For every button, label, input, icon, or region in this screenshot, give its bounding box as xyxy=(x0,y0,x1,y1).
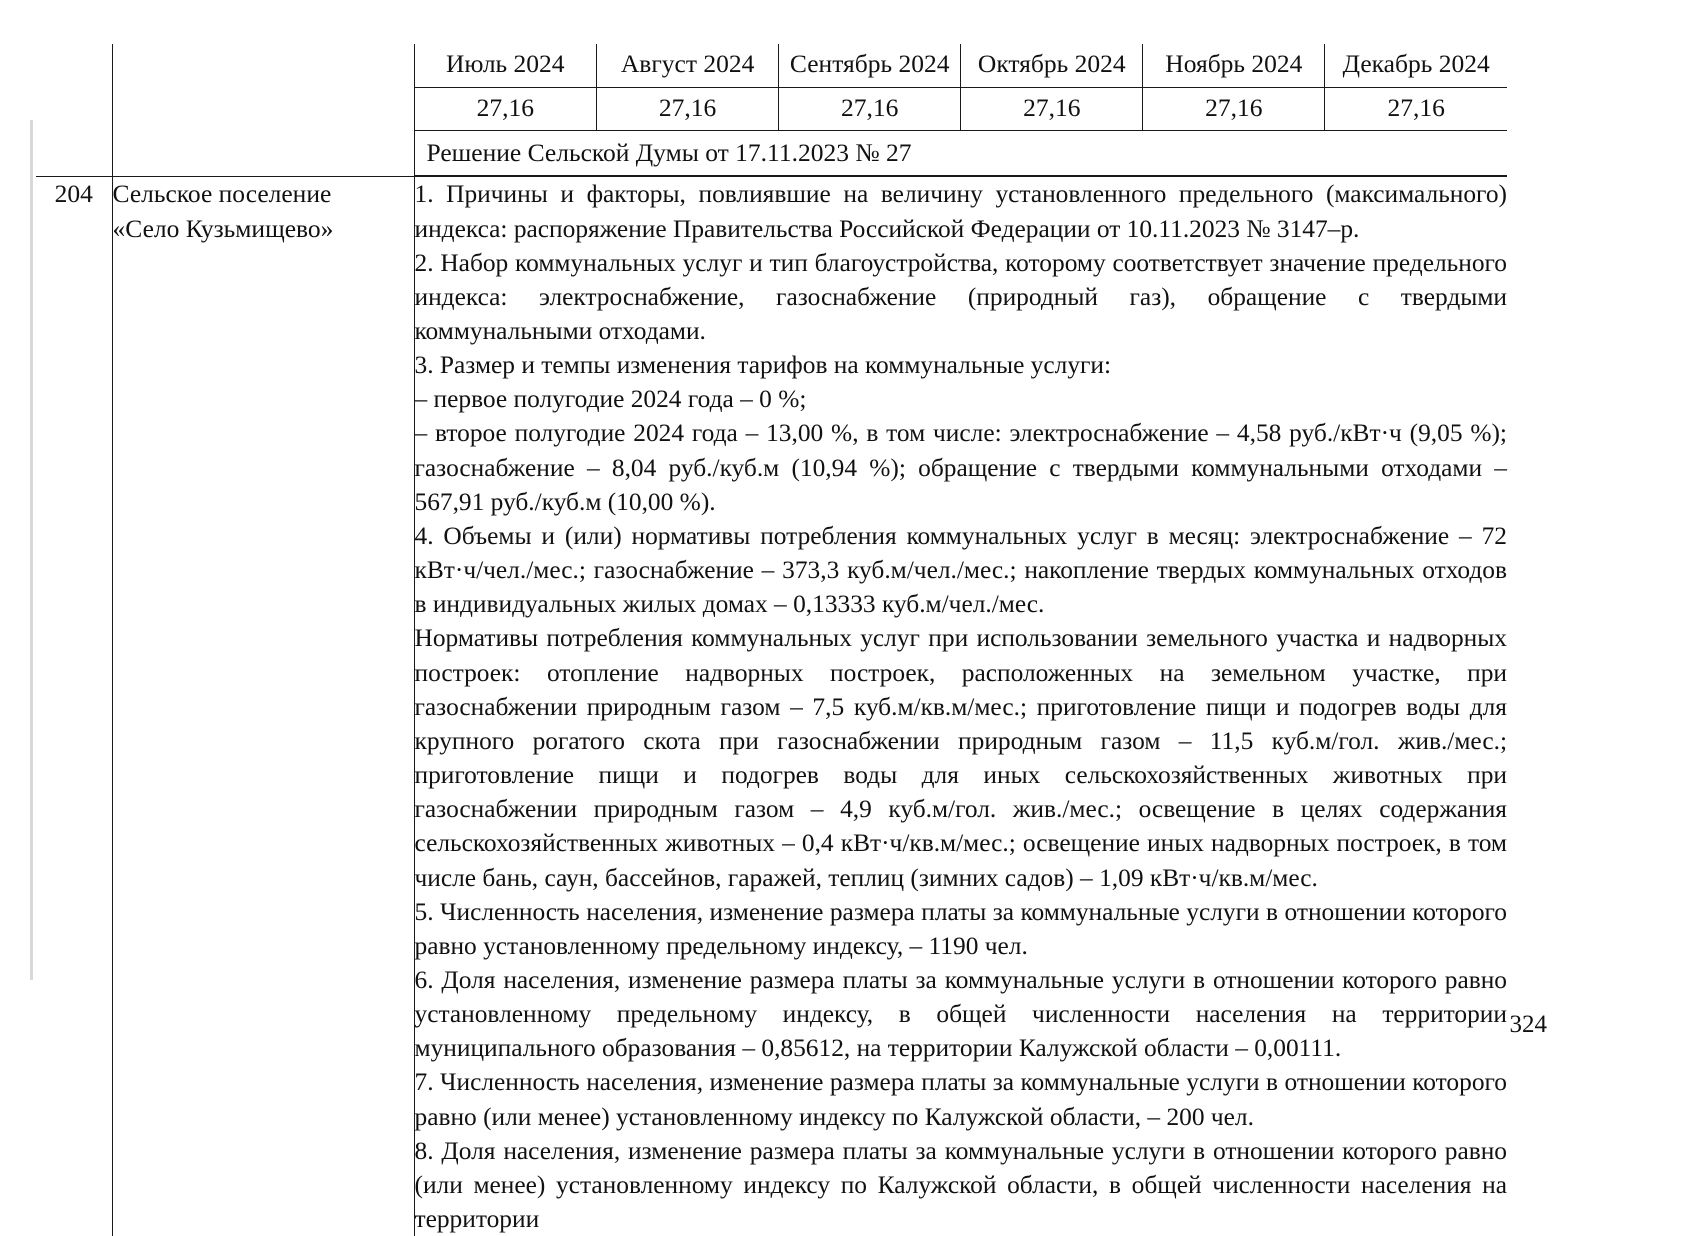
table-row: 204 Сельское поселение «Село Кузьмищево»… xyxy=(36,176,1508,1236)
paragraph-3-second-halfyear: – второе полугодие 2024 года – 13,00 %, … xyxy=(414,419,1508,516)
paragraph-8-population-share-region: 8. Доля населения, изменение размера пла… xyxy=(414,1136,1508,1234)
month-value-july: 27,16 xyxy=(414,86,598,131)
page-number: 324 xyxy=(1509,1011,1548,1038)
table-row: Июль 2024 Август 2024 Сентябрь 2024 Октя… xyxy=(36,44,1507,178)
paragraph-outbuildings-norms: Нормативы потребления коммунальных услуг… xyxy=(414,624,1508,892)
months-subtable: Июль 2024 Август 2024 Сентябрь 2024 Октя… xyxy=(414,44,1507,131)
tariff-index-table: Июль 2024 Август 2024 Сентябрь 2024 Октя… xyxy=(36,44,1507,1236)
month-header-september: Сентябрь 2024 xyxy=(778,44,962,88)
month-header-august: Август 2024 xyxy=(596,44,780,88)
month-value-september: 27,16 xyxy=(778,86,962,131)
decision-reference-line: Решение Сельской Думы от 17.11.2023 № 27 xyxy=(414,131,1507,177)
month-value-november: 27,16 xyxy=(1142,86,1326,131)
months-subtable-wrap: Июль 2024 Август 2024 Сентябрь 2024 Октя… xyxy=(414,44,1507,132)
settlement-name-line-2: «Село Кузьмищево» xyxy=(112,213,334,243)
paragraph-6-population-share: 6. Доля населения, изменение размера пла… xyxy=(414,965,1508,1063)
paragraph-1-causes: 1. Причины и факторы, повлиявшие на вели… xyxy=(414,180,1508,243)
months-header-row: Июль 2024 Август 2024 Сентябрь 2024 Октя… xyxy=(414,44,1507,88)
paragraph-3-first-halfyear: – первое полугодие 2024 года – 0 %; xyxy=(414,385,807,414)
month-header-july: Июль 2024 xyxy=(414,44,598,88)
settlement-name-line-1: Сельское поселение xyxy=(112,179,332,209)
month-header-december: Декабрь 2024 xyxy=(1324,44,1507,88)
months-value-row: 27,16 27,16 27,16 27,16 27,16 27,16 xyxy=(414,86,1507,131)
month-value-october: 27,16 xyxy=(960,86,1144,131)
month-value-august: 27,16 xyxy=(596,86,780,131)
paragraph-3-tariff-change-heading: 3. Размер и темпы изменения тарифов на к… xyxy=(414,351,1112,380)
row-number-cell: 204 xyxy=(36,176,113,1236)
month-header-november: Ноябрь 2024 xyxy=(1142,44,1326,88)
paragraph-7-population-count-region: 7. Численность населения, изменение разм… xyxy=(414,1068,1508,1131)
paragraph-4-consumption-norms: 4. Объемы и (или) нормативы потребления … xyxy=(414,521,1508,619)
empty-name-cell xyxy=(111,44,415,177)
month-header-october: Октябрь 2024 xyxy=(960,44,1144,88)
document-page: Июль 2024 Август 2024 Сентябрь 2024 Октя… xyxy=(30,44,1548,1236)
settlement-name-cell: Сельское поселение «Село Кузьмищево» xyxy=(111,176,415,1236)
scan-edge-artifact xyxy=(30,120,33,980)
paragraph-2-services-set: 2. Набор коммунальных услуг и тип благоу… xyxy=(414,248,1508,346)
months-and-decision-cell: Июль 2024 Август 2024 Сентябрь 2024 Октя… xyxy=(413,44,1507,178)
month-value-december: 27,16 xyxy=(1324,86,1507,131)
settlement-details-cell: 1. Причины и факторы, повлиявшие на вели… xyxy=(413,176,1508,1236)
empty-number-cell xyxy=(36,44,113,177)
paragraph-5-population-count: 5. Численность населения, изменение разм… xyxy=(414,897,1508,960)
